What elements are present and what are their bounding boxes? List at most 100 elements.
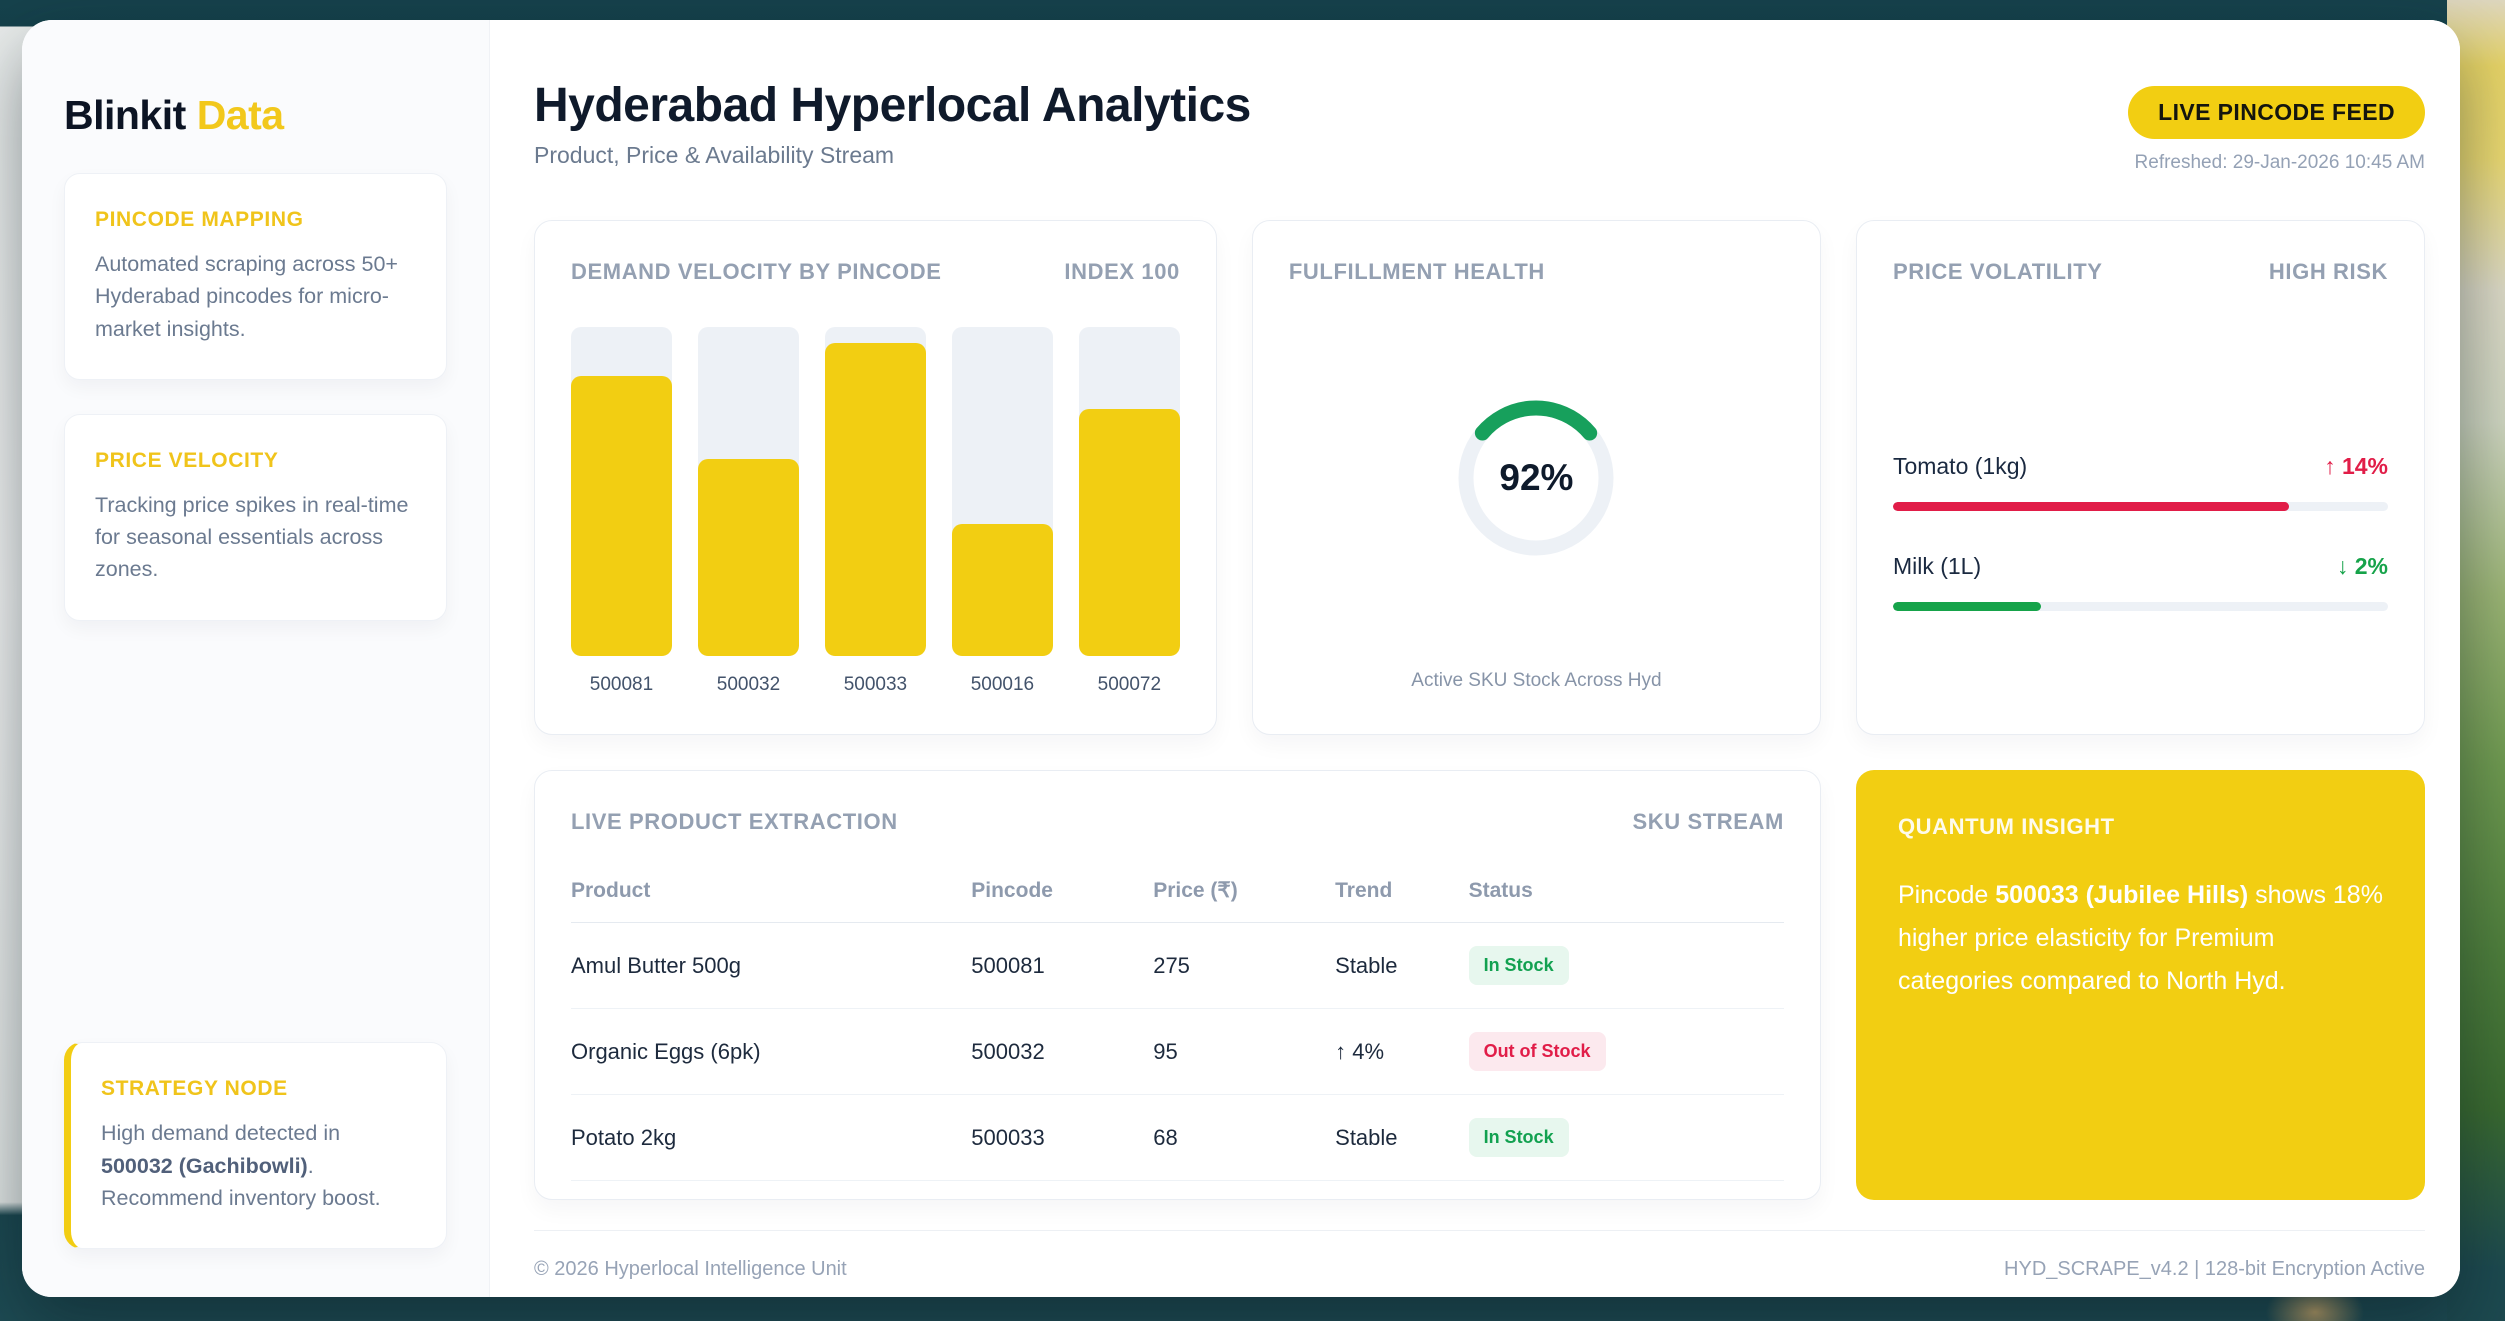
- bar-track: [571, 327, 672, 656]
- cell-pincode: 500032: [971, 1008, 1154, 1095]
- demand-velocity-tag: INDEX 100: [1064, 259, 1180, 284]
- sidebar-card-price-velocity: PRICE VELOCITY Tracking price spikes in …: [64, 413, 447, 621]
- top-card-row: DEMAND VELOCITY BY PINCODE INDEX 100 500…: [534, 220, 2425, 735]
- bar-fill: [951, 524, 1053, 656]
- bar-column: 500081: [571, 327, 672, 696]
- status-badge: Out of Stock: [1468, 1032, 1606, 1071]
- demand-bar-chart: 500081 500032 500033 500016: [571, 327, 1180, 696]
- volatility-change-up: ↑ 14%: [2324, 453, 2388, 479]
- cell-product: Organic Eggs (6pk): [571, 1008, 972, 1095]
- sidebar-card-body: Tracking price spikes in real-time for s…: [95, 492, 409, 582]
- bar-column: 500072: [1078, 327, 1180, 696]
- cell-pincode: 500081: [971, 922, 1154, 1009]
- price-volatility-card: PRICE VOLATILITY HIGH RISK Tomato (1kg) …: [1855, 220, 2425, 735]
- gauge-ring: [1458, 399, 1614, 555]
- cell-price: 95: [1153, 1008, 1336, 1095]
- refreshed-timestamp: Refreshed: 29-Jan-2026 10:45 AM: [2134, 152, 2425, 173]
- live-product-extraction-card: LIVE PRODUCT EXTRACTION SKU STREAM Produ…: [534, 770, 1821, 1200]
- bar-fill: [824, 343, 926, 656]
- sku-stream-tag: SKU STREAM: [1632, 809, 1784, 834]
- insight-highlight: 500033 (Jubilee Hills): [1995, 881, 2249, 909]
- product-table: Product Pincode Price (₹) Trend Status A…: [571, 859, 1784, 1181]
- sidebar: Blinkit Data PINCODE MAPPING Automated s…: [22, 20, 490, 1297]
- sidebar-card-pincode-mapping: PINCODE MAPPING Automated scraping acros…: [64, 173, 447, 380]
- sidebar-card-body: Automated scraping across 50+ Hyderabad …: [95, 252, 398, 341]
- fulfillment-percent: 92%: [1499, 456, 1574, 498]
- bar-track: [824, 327, 926, 656]
- footer: © 2026 Hyperlocal Intelligence Unit HYD_…: [534, 1230, 2425, 1281]
- bar-column: 500016: [951, 327, 1053, 696]
- bar-label: 500033: [843, 674, 908, 695]
- cell-product: Potato 2kg: [571, 1094, 972, 1181]
- demand-velocity-title: DEMAND VELOCITY BY PINCODE: [571, 259, 942, 284]
- column-header-status: Status: [1468, 859, 1784, 923]
- volatility-row-milk: Milk (1L) ↓ 2%: [1892, 553, 2388, 611]
- demand-velocity-card: DEMAND VELOCITY BY PINCODE INDEX 100 500…: [534, 220, 1217, 735]
- table-row: Organic Eggs (6pk) 500032 95 ↑ 4% Out of…: [571, 1008, 1784, 1095]
- page-title: Hyderabad Hyperlocal Analytics: [534, 79, 1251, 132]
- strategy-highlight: 500032 (Gachibowli): [101, 1153, 308, 1178]
- bar-column: 500032: [697, 327, 799, 696]
- price-volatility-tag: HIGH RISK: [2268, 259, 2388, 284]
- live-pincode-feed-badge[interactable]: LIVE PINCODE FEED: [2128, 86, 2425, 139]
- volatility-change-down: ↓ 2%: [2336, 553, 2388, 579]
- bar-fill: [571, 376, 672, 656]
- fulfillment-gauge: 92%: [1451, 393, 1621, 563]
- bar-label: 500072: [1097, 674, 1162, 695]
- page-subtitle: Product, Price & Availability Stream: [534, 142, 895, 168]
- bar-column: 500033: [824, 327, 926, 696]
- bar-label: 500081: [589, 674, 654, 695]
- sidebar-card-strategy-node: STRATEGY NODE High demand detected in 50…: [64, 1042, 447, 1249]
- quantum-insight-card: QUANTUM INSIGHT Pincode 500033 (Jubilee …: [1855, 770, 2425, 1200]
- bar-track: [951, 327, 1053, 656]
- footer-copyright: © 2026 Hyperlocal Intelligence Unit: [534, 1258, 847, 1280]
- bar-label: 500016: [970, 674, 1035, 695]
- sidebar-card-title: PRICE VELOCITY: [95, 448, 279, 472]
- column-header-price: Price (₹): [1153, 859, 1336, 923]
- quantum-insight-body: Pincode 500033 (Jubilee Hills) shows 18%…: [1897, 881, 2383, 995]
- bar-fill: [1078, 409, 1180, 656]
- sidebar-card-title: STRATEGY NODE: [101, 1077, 288, 1101]
- cell-status: In Stock: [1468, 922, 1784, 1009]
- cell-pincode: 500033: [971, 1094, 1154, 1181]
- footer-build-info: HYD_SCRAPE_v4.2 | 128-bit Encryption Act…: [2004, 1258, 2425, 1280]
- volatility-track: [1892, 502, 2388, 511]
- cell-trend: Stable: [1335, 922, 1469, 1009]
- fulfillment-health-card: FULFILLMENT HEALTH 92% Active SKU Stock …: [1251, 220, 1821, 735]
- cell-price: 275: [1153, 922, 1336, 1009]
- main-content: Hyderabad Hyperlocal Analytics Product, …: [490, 20, 2460, 1297]
- status-badge: In Stock: [1468, 1118, 1569, 1157]
- fulfillment-caption: Active SKU Stock Across Hyd: [1411, 670, 1662, 691]
- volatility-fill: [1892, 602, 2042, 611]
- dashboard-panel: Blinkit Data PINCODE MAPPING Automated s…: [22, 20, 2460, 1297]
- volatility-fill: [1892, 502, 2289, 511]
- bar-track: [1078, 327, 1180, 656]
- table-row: Amul Butter 500g 500081 275 Stable In St…: [571, 922, 1784, 1009]
- product-extraction-title: LIVE PRODUCT EXTRACTION: [571, 809, 898, 834]
- brand-name-accent: Data: [196, 92, 284, 138]
- cell-trend: Stable: [1335, 1094, 1469, 1181]
- volatility-label: Tomato (1kg): [1892, 453, 2028, 479]
- page-header: Hyderabad Hyperlocal Analytics Product, …: [534, 78, 2425, 174]
- volatility-label: Milk (1L): [1892, 553, 1982, 579]
- column-header-trend: Trend: [1335, 859, 1469, 923]
- table-row: Potato 2kg 500033 68 Stable In Stock: [571, 1094, 1784, 1181]
- column-header-product: Product: [571, 859, 972, 923]
- quantum-insight-title: QUANTUM INSIGHT: [1897, 814, 2115, 839]
- cell-price: 68: [1153, 1094, 1336, 1181]
- cell-status: Out of Stock: [1468, 1008, 1784, 1095]
- sidebar-card-body: High demand detected in 500032 (Gachibow…: [101, 1121, 381, 1210]
- brand-name-primary: Blinkit: [64, 92, 186, 138]
- table-header-row: Product Pincode Price (₹) Trend Status: [571, 859, 1784, 923]
- bar-label: 500032: [716, 674, 781, 695]
- cell-product: Amul Butter 500g: [571, 922, 972, 1009]
- brand-logo: Blinkit Data: [64, 92, 447, 139]
- status-badge: In Stock: [1468, 946, 1569, 985]
- volatility-track: [1892, 602, 2388, 611]
- price-volatility-title: PRICE VOLATILITY: [1892, 259, 2103, 284]
- bar-track: [697, 327, 799, 656]
- bar-fill: [697, 458, 799, 656]
- fulfillment-health-title: FULFILLMENT HEALTH: [1288, 259, 1545, 284]
- cell-trend: ↑ 4%: [1335, 1008, 1469, 1095]
- cell-status: In Stock: [1468, 1094, 1784, 1181]
